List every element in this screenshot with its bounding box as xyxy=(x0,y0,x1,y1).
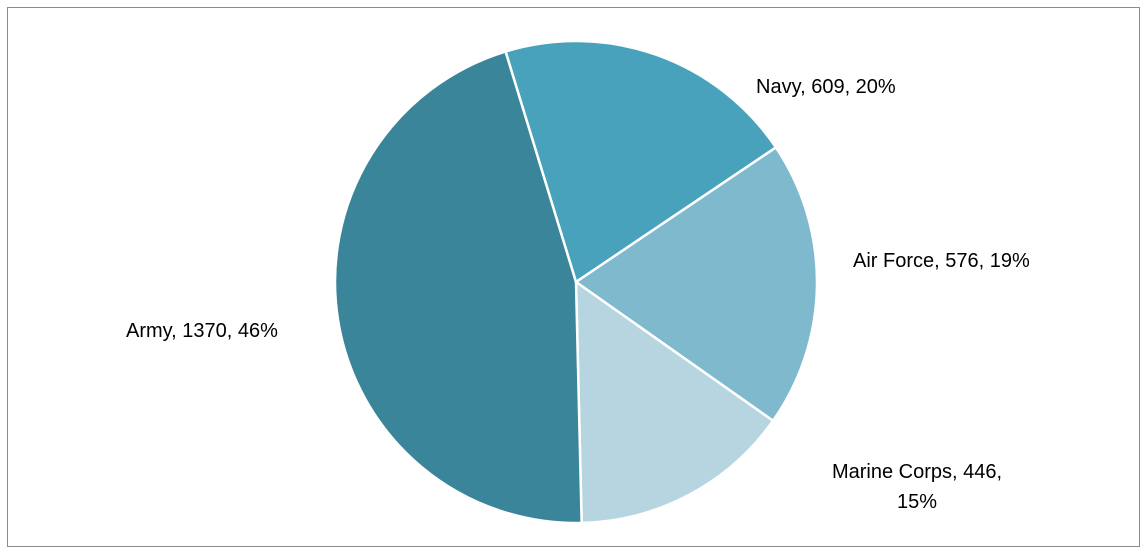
pie-slice-navy xyxy=(504,39,778,284)
data-label-line: 15% xyxy=(897,491,937,513)
pie-slice-air-force xyxy=(574,146,819,423)
data-label-line: Marine Corps, 446, xyxy=(832,461,1002,483)
data-label-line: Air Force, 576, 19% xyxy=(853,250,1030,272)
pie-chart: Navy, 609, 20% Air Force, 576, 19% Marine … xyxy=(126,39,1030,525)
data-label-line: Navy, 609, 20% xyxy=(756,76,896,98)
pie-slice-army xyxy=(333,50,583,525)
pie-slices xyxy=(333,39,819,525)
data-label-air-force: Air Force, 576, 19% xyxy=(853,250,1030,272)
data-label-navy: Navy, 609, 20% xyxy=(756,76,896,98)
pie-slice-marine-corps xyxy=(574,280,775,525)
pie-labels: Navy, 609, 20% Air Force, 576, 19% Marine … xyxy=(126,76,1030,513)
data-label-army: Army, 1370, 46% xyxy=(126,320,278,342)
data-label-line: Army, 1370, 46% xyxy=(126,320,278,342)
data-label-marine-corps: Marine Corps, 446, 15% xyxy=(832,461,1002,513)
